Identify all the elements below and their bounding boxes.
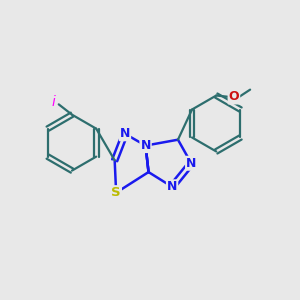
Text: N: N [167, 180, 177, 193]
Text: i: i [52, 95, 56, 109]
Text: N: N [186, 157, 196, 170]
Text: i: i [50, 95, 55, 109]
Text: N: N [120, 127, 130, 140]
Text: O: O [229, 91, 239, 103]
Text: N: N [140, 139, 151, 152]
Text: S: S [111, 186, 121, 199]
